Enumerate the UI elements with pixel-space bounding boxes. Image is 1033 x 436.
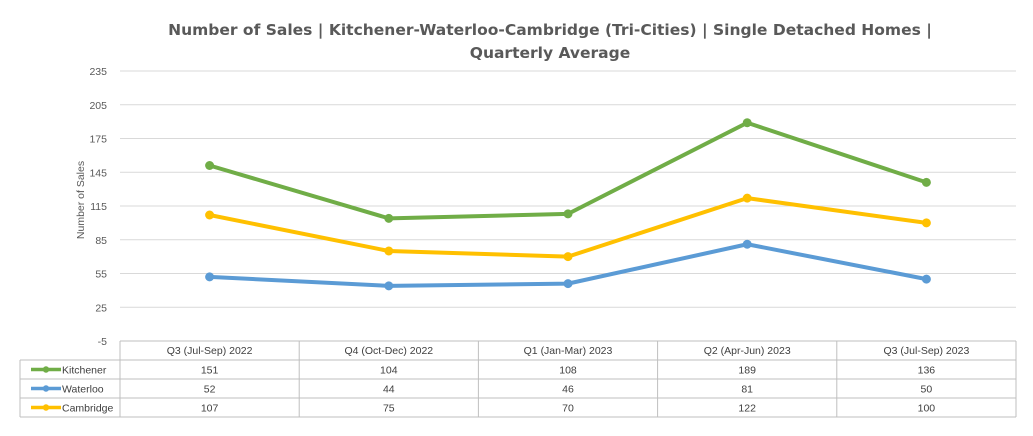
y-tick-label: 85 [95,235,107,247]
data-point [205,272,215,282]
series-line [207,120,929,221]
y-tick-label: 205 [89,100,107,112]
x-category-label: Q1 (Jan-Mar) 2023 [524,345,613,357]
data-point [205,210,215,220]
y-tick-label: 55 [95,269,107,281]
data-point [921,218,931,228]
y-axis-title: Number of Sales [75,161,87,239]
table-cell-value: 44 [383,384,395,396]
y-tick-label: -5 [98,336,107,348]
data-point [205,161,215,170]
legend-key-marker [42,385,50,392]
legend-key-marker [42,404,50,411]
table-cell-value: 46 [562,384,574,396]
x-category-label: Q2 (Apr-Jun) 2023 [704,345,791,357]
chart-title-line: Quarterly Average [470,44,630,62]
legend-key-marker [42,366,50,373]
table-cell-value: 151 [201,365,219,377]
table-cell-value: 107 [201,403,219,415]
data-point [921,177,931,187]
x-category-label: Q4 (Oct-Dec) 2022 [344,345,433,357]
x-category-label: Q3 (Jul-Sep) 2023 [884,345,970,357]
y-tick-label: 235 [89,66,107,78]
table-cell-value: 70 [562,403,574,415]
table-cell-value: 100 [918,403,936,415]
table-cell-value: 104 [380,365,398,377]
table-cell-value: 52 [204,384,216,396]
data-point [563,209,573,219]
y-tick-label: 25 [95,302,107,314]
table-cell-value: 122 [738,403,756,415]
y-tick-label: 115 [90,201,107,213]
table-cell-value: 108 [559,365,577,377]
legend-label: Kitchener [62,365,107,377]
legend-label: Waterloo [62,384,104,396]
table-cell-value: 136 [918,365,936,377]
y-tick-label: 175 [89,134,107,146]
table-cell-value: 81 [741,384,753,396]
data-point [563,279,573,289]
data-point [742,118,752,128]
y-tick-label: 145 [89,167,107,179]
table-cell-value: 50 [921,384,933,396]
data-point [921,274,931,284]
series-line [207,196,929,259]
chart-title-line: Number of Sales | Kitchener-Waterloo-Cam… [168,21,932,40]
data-point [563,252,573,262]
chart-title: Number of Sales | Kitchener-Waterloo-Cam… [168,21,932,62]
x-category-label: Q3 (Jul-Sep) 2022 [167,345,253,357]
data-point [384,246,394,256]
data-point [742,193,752,203]
data-point [384,213,394,223]
data-point [384,281,394,291]
table-cell-value: 75 [383,403,395,415]
data-point [742,239,752,249]
legend-label: Cambridge [62,403,114,415]
table-cell-value: 189 [738,365,756,377]
